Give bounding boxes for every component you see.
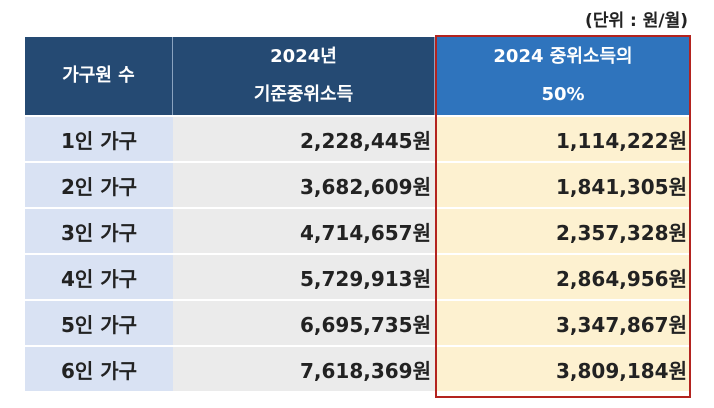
household-label: 1인 가구	[25, 115, 173, 161]
half-median-value: 2,357,328원	[435, 207, 691, 253]
half-median-value: 2,864,956원	[435, 253, 691, 299]
median-value: 3,682,609원	[173, 161, 435, 207]
median-income-table: 가구원 수 2024년 기준중위소득 2024 중위소득의 50% 1인 가구 …	[25, 37, 691, 391]
half-median-value: 3,347,867원	[435, 299, 691, 345]
household-label: 6인 가구	[25, 345, 173, 391]
half-median-value: 3,809,184원	[435, 345, 691, 391]
unit-note: (단위 : 원/월)	[585, 11, 688, 31]
median-value: 5,729,913원	[173, 253, 435, 299]
household-label: 4인 가구	[25, 253, 173, 299]
header-half-median-line1: 2024 중위소득의	[493, 46, 633, 67]
median-value: 7,618,369원	[173, 345, 435, 391]
header-median-income-line2: 기준중위소득	[253, 84, 354, 105]
header-half-median-line2: 50%	[541, 84, 585, 105]
household-label: 2인 가구	[25, 161, 173, 207]
header-median-income-line1: 2024년	[270, 46, 337, 67]
header-household-size: 가구원 수	[25, 37, 173, 115]
half-median-value: 1,114,222원	[435, 115, 691, 161]
household-label: 3인 가구	[25, 207, 173, 253]
header-half-median: 2024 중위소득의 50%	[435, 37, 691, 115]
header-median-income: 2024년 기준중위소득	[173, 37, 435, 115]
median-value: 2,228,445원	[173, 115, 435, 161]
household-label: 5인 가구	[25, 299, 173, 345]
half-median-value: 1,841,305원	[435, 161, 691, 207]
median-value: 4,714,657원	[173, 207, 435, 253]
median-value: 6,695,735원	[173, 299, 435, 345]
